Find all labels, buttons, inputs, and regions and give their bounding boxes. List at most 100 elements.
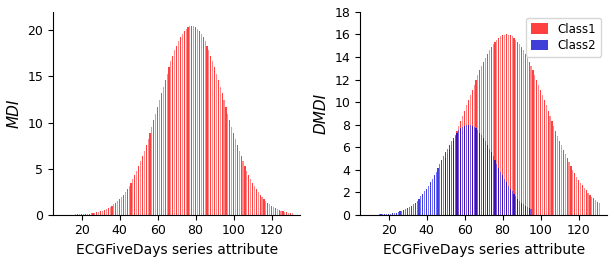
Bar — [530, 209, 532, 215]
Bar — [451, 142, 452, 215]
Bar — [222, 93, 223, 215]
Bar — [384, 214, 386, 215]
Bar — [225, 107, 227, 215]
Bar — [292, 213, 293, 215]
Bar — [414, 202, 416, 215]
Bar — [529, 208, 530, 215]
Y-axis label: MDI: MDI — [7, 99, 22, 128]
Bar — [172, 56, 173, 215]
Bar — [214, 68, 215, 215]
Bar — [527, 207, 528, 215]
Bar — [460, 121, 461, 215]
Bar — [279, 210, 280, 215]
Bar — [132, 179, 133, 215]
Bar — [134, 175, 135, 215]
Bar — [447, 154, 448, 215]
Bar — [447, 149, 448, 215]
Bar — [383, 214, 384, 215]
Bar — [530, 66, 532, 215]
Bar — [243, 161, 244, 215]
Bar — [271, 206, 272, 215]
Bar — [102, 211, 103, 215]
Bar — [483, 138, 484, 215]
Bar — [473, 127, 475, 215]
Bar — [111, 206, 112, 215]
Bar — [244, 166, 246, 215]
Bar — [580, 183, 581, 215]
Bar — [441, 160, 442, 215]
Bar — [163, 87, 164, 215]
Bar — [494, 160, 495, 215]
Bar — [462, 127, 463, 215]
Bar — [405, 209, 406, 215]
Bar — [174, 50, 175, 215]
Bar — [559, 141, 560, 215]
Bar — [550, 116, 551, 215]
Bar — [254, 186, 255, 215]
Bar — [517, 42, 518, 215]
Bar — [449, 145, 450, 215]
Bar — [388, 214, 389, 215]
Bar — [119, 199, 120, 215]
Bar — [586, 190, 587, 215]
Bar — [572, 170, 573, 215]
Bar — [256, 189, 257, 215]
Bar — [489, 149, 490, 215]
Bar — [235, 139, 236, 215]
Bar — [483, 62, 484, 215]
Bar — [519, 201, 520, 215]
Bar — [513, 194, 515, 215]
Bar — [106, 209, 107, 215]
Bar — [100, 211, 101, 215]
Bar — [403, 210, 405, 215]
Bar — [443, 156, 445, 215]
Bar — [449, 150, 450, 215]
Bar — [77, 214, 79, 215]
Bar — [475, 80, 476, 215]
Bar — [454, 135, 456, 215]
Bar — [485, 142, 486, 215]
Bar — [481, 66, 482, 215]
Bar — [479, 133, 480, 215]
Bar — [267, 203, 268, 215]
Bar — [521, 202, 522, 215]
Bar — [437, 168, 438, 215]
Bar — [485, 58, 486, 215]
Bar — [502, 35, 503, 215]
Bar — [508, 35, 509, 215]
Bar — [591, 197, 593, 215]
Bar — [428, 186, 429, 215]
Bar — [418, 199, 419, 215]
Bar — [557, 136, 558, 215]
Bar — [426, 188, 427, 215]
Bar — [246, 171, 247, 215]
Bar — [260, 195, 261, 215]
Bar — [430, 182, 431, 215]
Bar — [534, 75, 535, 215]
Bar — [199, 31, 200, 215]
Bar — [563, 150, 564, 215]
Bar — [502, 175, 503, 215]
Bar — [498, 38, 499, 215]
Bar — [536, 80, 537, 215]
Bar — [130, 183, 131, 215]
Bar — [525, 206, 526, 215]
Bar — [491, 152, 492, 215]
Bar — [378, 214, 379, 215]
Bar — [193, 26, 194, 215]
Bar — [599, 203, 600, 215]
Bar — [456, 131, 457, 215]
Bar — [468, 125, 469, 215]
Bar — [555, 131, 556, 215]
Bar — [466, 125, 467, 215]
Bar — [496, 40, 497, 215]
Bar — [458, 126, 459, 215]
Bar — [540, 90, 541, 215]
Bar — [445, 158, 446, 215]
Bar — [496, 164, 497, 215]
Bar — [227, 114, 228, 215]
Bar — [185, 29, 187, 215]
Bar — [451, 145, 452, 215]
Bar — [290, 213, 291, 215]
Bar — [79, 214, 80, 215]
